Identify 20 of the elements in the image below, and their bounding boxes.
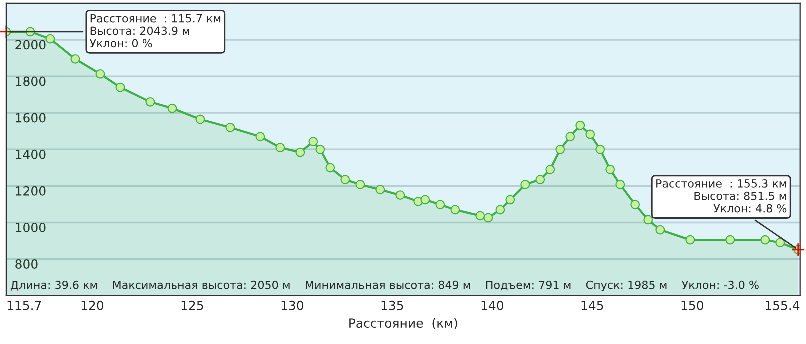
x-tick-label: 135: [382, 300, 404, 310]
x-tick-label: 120: [82, 300, 104, 310]
y-tick-label: 2000: [16, 40, 46, 50]
annotation: Расстояние : 115.7 км Высота: 2043.9 м Уклон: 0 %: [90, 14, 221, 48]
y-tick-label: 1600: [16, 113, 46, 123]
y-tick-label: 1000: [16, 222, 46, 232]
x-tick-label: 140: [482, 300, 504, 310]
annotation: Длина: 39.6 км Максимальная высота: 2050 м Минимальная высота: 849 м Подъем: 791 м Спуск: 1985 м Уклон: -3.0 %: [10, 280, 759, 292]
y-tick-label: 1800: [16, 76, 46, 86]
x-tick-label: 125: [182, 300, 204, 310]
x-tick-label: 145: [582, 301, 604, 310]
annotation: Расстояние : 155.3 км Высота: 851.5 м Уклон: 4.8 %: [656, 179, 787, 213]
x-tick-label: 150: [682, 300, 704, 310]
x-axis-title: Расстояние (км): [350, 318, 458, 330]
y-tick-label: 800: [16, 260, 38, 269]
x-tick-label: 115.7: [8, 301, 42, 310]
y-tick-label: 1400: [16, 150, 46, 160]
x-tick-label: 130: [282, 300, 304, 310]
x-tick-label: 155.4: [766, 301, 800, 310]
y-tick-label: 1200: [16, 186, 46, 196]
